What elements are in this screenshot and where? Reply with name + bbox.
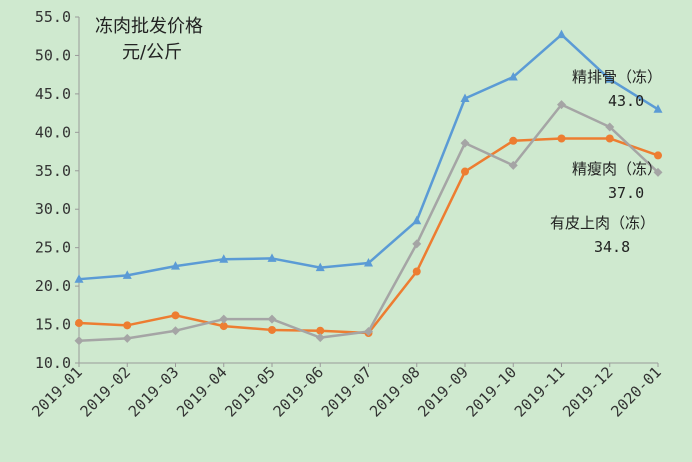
data-point: [267, 253, 277, 262]
data-point: [268, 325, 276, 334]
chart-title-block: 冻肉批发价格 元/公斤: [95, 16, 203, 63]
x-tick-label: 2019-10: [463, 363, 520, 420]
x-tick-label: 2019-07: [318, 363, 375, 420]
data-point: [557, 100, 566, 110]
data-point: [460, 138, 470, 148]
data-point: [605, 122, 615, 132]
data-point: [364, 326, 373, 336]
data-point: [219, 314, 229, 324]
x-tick-label: 2019-02: [77, 363, 134, 420]
data-point: [654, 151, 662, 160]
data-point: [460, 93, 470, 103]
x-tick-label: 2019-06: [270, 363, 327, 420]
data-point: [219, 254, 229, 263]
series-2: [74, 100, 663, 346]
annotation-label-skin: 有皮上肉（冻）: [550, 214, 655, 232]
x-tick-label: 2019-12: [559, 363, 616, 420]
x-tick-label: 2019-08: [366, 363, 423, 420]
y-tick-label: 25.0: [35, 239, 71, 257]
data-point: [605, 74, 615, 83]
data-point: [122, 333, 132, 343]
y-tick-label: 10.0: [35, 354, 71, 372]
data-point: [653, 104, 663, 113]
data-point: [315, 333, 325, 343]
y-tick-label: 45.0: [35, 85, 71, 103]
y-tick-label: 30.0: [35, 200, 71, 218]
data-point: [412, 267, 421, 276]
x-tick-label: 2020-01: [607, 363, 664, 420]
x-tick-label: 2019-05: [221, 363, 278, 420]
data-point: [557, 134, 566, 143]
series-lines: [74, 29, 663, 346]
annotation-label-lean: 精瘦肉（冻）: [572, 160, 662, 178]
x-tick-labels: 2019-012019-022019-032019-042019-052019-…: [28, 363, 665, 421]
data-point: [605, 134, 614, 143]
annotation-value-lean: 37.0: [608, 184, 644, 202]
data-point: [74, 274, 84, 283]
y-tick-label: 55.0: [35, 8, 71, 26]
data-point: [412, 215, 422, 225]
data-point: [412, 239, 422, 249]
chart-unit-label: 元/公斤: [122, 42, 182, 63]
data-point: [461, 167, 469, 176]
data-point: [508, 160, 518, 170]
data-point: [509, 136, 518, 145]
y-tick-label: 20.0: [35, 277, 71, 295]
x-tick-label: 2019-03: [125, 363, 182, 420]
y-tick-label: 15.0: [35, 316, 71, 334]
series-0: [74, 29, 663, 283]
x-tick-label: 2019-11: [511, 363, 568, 420]
data-point: [315, 262, 325, 272]
y-tick-label: 35.0: [35, 162, 71, 180]
data-point: [75, 319, 83, 328]
annotation-value-skin: 34.8: [594, 238, 630, 256]
series-annotations: 精排骨（冻） 43.0 精瘦肉（冻） 37.0 有皮上肉（冻） 34.8: [550, 68, 662, 256]
data-point: [219, 322, 228, 331]
annotation-value-ribs: 43.0: [608, 92, 644, 110]
y-tick-label: 50.0: [35, 46, 71, 64]
x-tick-label: 2019-04: [173, 363, 230, 420]
data-point: [171, 311, 180, 320]
y-tick-label: 40.0: [35, 123, 71, 141]
data-point: [364, 258, 373, 267]
data-point: [122, 270, 132, 279]
data-point: [267, 314, 277, 324]
data-point: [653, 167, 663, 177]
data-point: [74, 336, 84, 346]
data-point: [171, 326, 180, 336]
annotation-label-ribs: 精排骨（冻）: [572, 68, 662, 86]
data-point: [557, 29, 566, 39]
data-point: [123, 321, 132, 330]
data-point: [171, 261, 180, 270]
x-tick-label: 2019-09: [414, 363, 471, 420]
y-tick-labels: 10.0 15.0 20.0 25.0 30.0 35.0 40.0 45.0 50.0 55.0: [35, 8, 79, 372]
chart-title: 冻肉批发价格: [95, 16, 203, 37]
data-point: [508, 71, 518, 81]
data-point: [316, 326, 325, 335]
